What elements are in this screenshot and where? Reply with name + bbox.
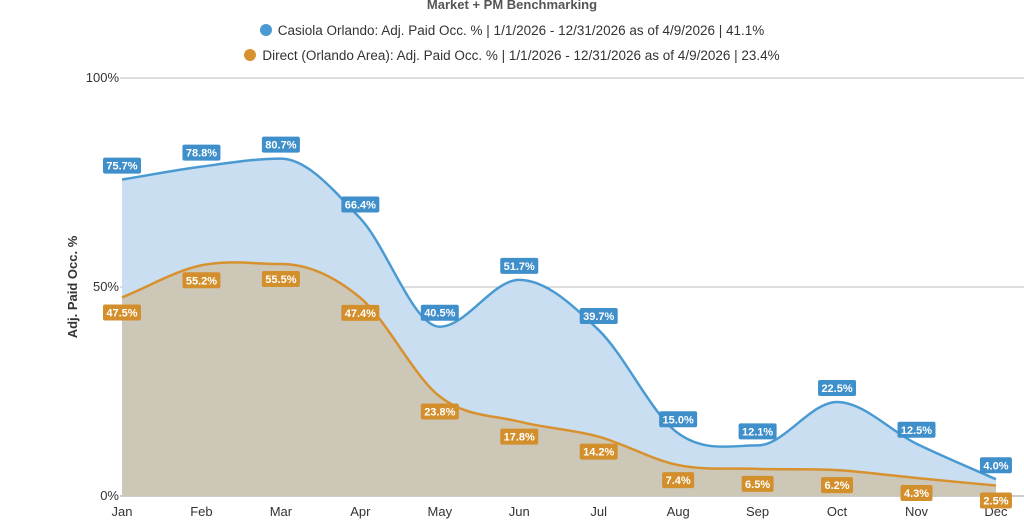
- legend-marker-icon: [259, 24, 272, 36]
- x-tick-label: Apr: [350, 504, 371, 519]
- legend-item-casiola[interactable]: Casiola Orlando: Adj. Paid Occ. % | 1/1/…: [0, 23, 1024, 38]
- svg-text:4.0%: 4.0%: [983, 460, 1008, 472]
- x-tick-label: Jun: [509, 504, 530, 519]
- legend-label: Casiola Orlando: Adj. Paid Occ. % | 1/1/…: [277, 23, 765, 38]
- legend-item-direct[interactable]: Direct (Orlando Area): Adj. Paid Occ. % …: [0, 48, 1024, 63]
- x-tick-label: Oct: [827, 504, 848, 519]
- svg-text:66.4%: 66.4%: [345, 199, 376, 211]
- data-label: 7.4%: [662, 472, 695, 489]
- data-label: 14.2%: [579, 443, 618, 460]
- svg-text:17.8%: 17.8%: [504, 432, 535, 444]
- data-label: 12.1%: [738, 423, 777, 440]
- svg-text:7.4%: 7.4%: [666, 475, 691, 487]
- data-label: 51.7%: [500, 257, 539, 274]
- series-line-0[interactable]: [121, 157, 997, 481]
- svg-text:78.8%: 78.8%: [186, 148, 217, 160]
- svg-text:75.7%: 75.7%: [106, 161, 137, 173]
- svg-text:6.2%: 6.2%: [825, 480, 850, 492]
- svg-text:4.3%: 4.3%: [904, 488, 929, 500]
- x-tick-label: Feb: [190, 504, 212, 519]
- data-label: 75.7%: [103, 157, 141, 174]
- data-label: 80.7%: [261, 136, 300, 153]
- data-label: 4.3%: [900, 485, 933, 502]
- svg-text:6.5%: 6.5%: [745, 479, 770, 491]
- x-tick-label: Mar: [270, 504, 293, 519]
- data-label: 23.8%: [420, 403, 459, 420]
- chart-title: Market + PM Benchmarking: [426, 0, 598, 12]
- data-label: 22.5%: [818, 379, 857, 396]
- svg-text:22.5%: 22.5%: [821, 383, 852, 395]
- y-tick-label: 100%: [86, 70, 120, 85]
- data-label: 55.5%: [261, 271, 300, 288]
- svg-text:12.5%: 12.5%: [901, 425, 932, 437]
- series-line-1[interactable]: [121, 261, 997, 487]
- y-tick-label: 50%: [93, 279, 119, 294]
- svg-text:80.7%: 80.7%: [265, 140, 296, 152]
- x-tick-label: May: [428, 504, 453, 519]
- legend-label: Direct (Orlando Area): Adj. Paid Occ. % …: [262, 48, 780, 63]
- legend-marker-icon: [244, 49, 257, 61]
- data-label: 17.8%: [500, 428, 539, 445]
- data-label: 6.5%: [741, 475, 774, 492]
- data-label: 40.5%: [420, 304, 459, 321]
- series-area-1: [122, 262, 996, 496]
- data-label: 47.5%: [103, 304, 141, 321]
- data-label: 4.0%: [979, 457, 1012, 474]
- x-tick-label: Aug: [667, 504, 690, 519]
- data-label: 12.5%: [897, 421, 936, 438]
- data-label: 39.7%: [579, 308, 618, 325]
- svg-text:55.2%: 55.2%: [186, 275, 217, 287]
- svg-text:55.5%: 55.5%: [265, 274, 296, 286]
- svg-text:2.5%: 2.5%: [983, 496, 1008, 508]
- data-label: 78.8%: [182, 144, 221, 161]
- svg-text:47.5%: 47.5%: [106, 307, 137, 319]
- data-label: 47.4%: [341, 304, 380, 321]
- svg-text:47.4%: 47.4%: [345, 308, 376, 320]
- data-label: 15.0%: [659, 411, 698, 428]
- x-tick-label: Jan: [112, 504, 133, 519]
- svg-text:51.7%: 51.7%: [504, 261, 535, 273]
- svg-text:40.5%: 40.5%: [424, 308, 455, 320]
- data-label: 2.5%: [979, 492, 1012, 509]
- data-label: 55.2%: [182, 272, 221, 289]
- x-tick-label: Nov: [905, 504, 929, 519]
- svg-text:15.0%: 15.0%: [663, 414, 694, 426]
- x-tick-label: Jul: [590, 504, 607, 519]
- data-label: 6.2%: [821, 477, 854, 494]
- y-axis-title: Adj. Paid Occ. %: [65, 235, 80, 338]
- svg-text:39.7%: 39.7%: [583, 311, 614, 323]
- x-tick-label: Sep: [746, 504, 769, 519]
- svg-text:12.1%: 12.1%: [742, 426, 773, 438]
- svg-text:14.2%: 14.2%: [583, 447, 614, 459]
- data-label: 66.4%: [341, 196, 380, 213]
- y-tick-label: 0%: [100, 488, 119, 503]
- svg-text:23.8%: 23.8%: [424, 407, 455, 419]
